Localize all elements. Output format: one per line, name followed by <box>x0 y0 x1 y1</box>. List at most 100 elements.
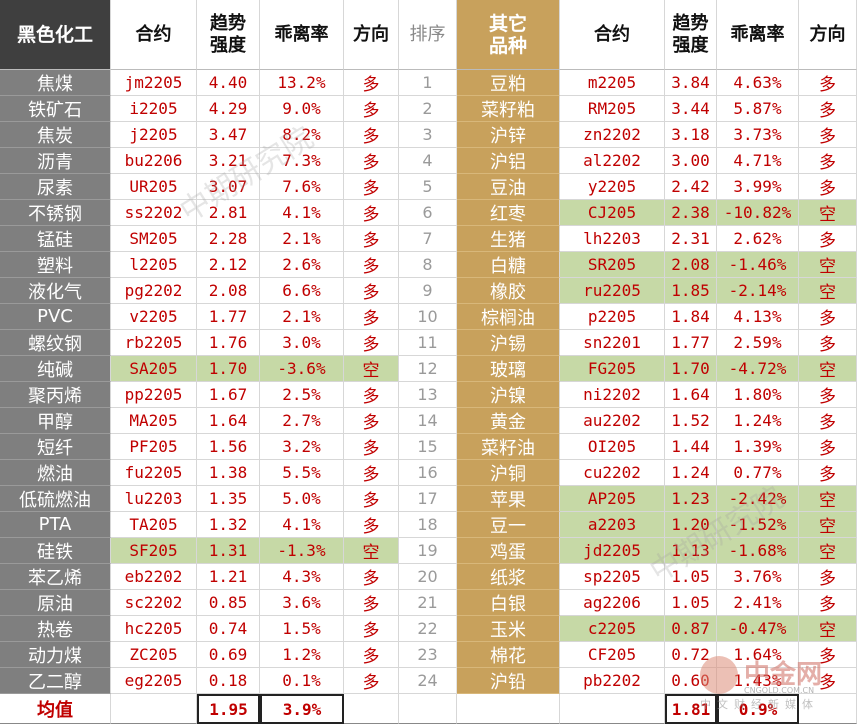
right-direction: 多 <box>799 226 857 252</box>
left-deviation-rate: -1.3% <box>260 538 344 564</box>
right-direction: 空 <box>799 356 857 382</box>
right-contract-code: au2202 <box>560 408 665 434</box>
right-trend-strength: 3.84 <box>665 70 717 96</box>
left-contract-code: pg2202 <box>111 278 197 304</box>
left-contract-code: UR205 <box>111 174 197 200</box>
footer-average-label: 均值 <box>0 694 111 724</box>
left-trend-strength: 2.12 <box>197 252 260 278</box>
left-deviation-rate: 13.2% <box>260 70 344 96</box>
left-contract-code: pp2205 <box>111 382 197 408</box>
left-trend-strength: 1.21 <box>197 564 260 590</box>
left-direction: 多 <box>344 304 399 330</box>
rank-number: 15 <box>399 434 457 460</box>
rank-number: 16 <box>399 460 457 486</box>
left-direction: 多 <box>344 174 399 200</box>
left-direction: 多 <box>344 226 399 252</box>
right-commodity-name: 沪铜 <box>457 460 560 486</box>
left-contract-code: sc2202 <box>111 590 197 616</box>
right-commodity-name: 沪锡 <box>457 330 560 356</box>
left-trend-strength: 1.32 <box>197 512 260 538</box>
left-trend-strength: 4.40 <box>197 70 260 96</box>
rank-number: 8 <box>399 252 457 278</box>
left-commodity-name: 燃油 <box>0 460 111 486</box>
right-trend-strength: 1.85 <box>665 278 717 304</box>
header-left-category: 黑色化工 <box>0 0 111 70</box>
left-deviation-rate: 5.0% <box>260 486 344 512</box>
left-trend-strength: 1.70 <box>197 356 260 382</box>
right-direction: 空 <box>799 538 857 564</box>
right-commodity-name: 鸡蛋 <box>457 538 560 564</box>
right-trend-strength: 1.05 <box>665 564 717 590</box>
right-commodity-name: 豆粕 <box>457 70 560 96</box>
right-direction: 空 <box>799 278 857 304</box>
right-deviation-rate: 2.41% <box>717 590 799 616</box>
rank-number: 5 <box>399 174 457 200</box>
left-deviation-rate: 4.3% <box>260 564 344 590</box>
right-direction: 多 <box>799 590 857 616</box>
left-trend-strength: 1.67 <box>197 382 260 408</box>
left-trend-strength: 1.35 <box>197 486 260 512</box>
left-direction: 多 <box>344 564 399 590</box>
right-direction: 多 <box>799 460 857 486</box>
left-direction: 多 <box>344 486 399 512</box>
left-commodity-name: 低硫燃油 <box>0 486 111 512</box>
right-contract-code: c2205 <box>560 616 665 642</box>
left-contract-code: j2205 <box>111 122 197 148</box>
left-deviation-rate: 8.2% <box>260 122 344 148</box>
right-direction: 多 <box>799 564 857 590</box>
left-trend-strength: 1.77 <box>197 304 260 330</box>
right-contract-code: lh2203 <box>560 226 665 252</box>
right-contract-code: al2202 <box>560 148 665 174</box>
rank-number: 9 <box>399 278 457 304</box>
left-trend-strength: 0.18 <box>197 668 260 694</box>
left-trend-strength: 2.28 <box>197 226 260 252</box>
right-trend-strength: 1.70 <box>665 356 717 382</box>
left-commodity-name: PVC <box>0 304 111 330</box>
left-trend-strength: 3.47 <box>197 122 260 148</box>
right-trend-strength: 2.42 <box>665 174 717 200</box>
right-direction: 多 <box>799 148 857 174</box>
right-direction: 多 <box>799 642 857 668</box>
header-contract: 合约 <box>111 0 197 70</box>
left-direction: 多 <box>344 96 399 122</box>
right-trend-strength: 0.87 <box>665 616 717 642</box>
left-contract-code: lu2203 <box>111 486 197 512</box>
right-commodity-name: 纸浆 <box>457 564 560 590</box>
left-commodity-name: 沥青 <box>0 148 111 174</box>
left-contract-code: SF205 <box>111 538 197 564</box>
right-commodity-name: 玉米 <box>457 616 560 642</box>
right-contract-code: m2205 <box>560 70 665 96</box>
right-contract-code: cu2202 <box>560 460 665 486</box>
left-commodity-name: 热卷 <box>0 616 111 642</box>
left-contract-code: hc2205 <box>111 616 197 642</box>
left-deviation-rate: 7.6% <box>260 174 344 200</box>
rank-number: 24 <box>399 668 457 694</box>
left-commodity-name: 聚丙烯 <box>0 382 111 408</box>
right-deviation-rate: -0.47% <box>717 616 799 642</box>
left-commodity-name: 纯碱 <box>0 356 111 382</box>
right-deviation-rate: 1.43% <box>717 668 799 694</box>
right-direction: 空 <box>799 252 857 278</box>
left-deviation-rate: 2.1% <box>260 304 344 330</box>
right-commodity-name: 沪镍 <box>457 382 560 408</box>
right-commodity-name: 豆一 <box>457 512 560 538</box>
left-commodity-name: 动力煤 <box>0 642 111 668</box>
left-direction: 多 <box>344 148 399 174</box>
left-direction: 空 <box>344 356 399 382</box>
right-deviation-rate: 1.24% <box>717 408 799 434</box>
left-commodity-name: 甲醇 <box>0 408 111 434</box>
right-deviation-rate: -1.52% <box>717 512 799 538</box>
left-commodity-name: 不锈钢 <box>0 200 111 226</box>
right-contract-code: a2203 <box>560 512 665 538</box>
right-contract-code: AP205 <box>560 486 665 512</box>
right-commodity-name: 棕榈油 <box>457 304 560 330</box>
left-deviation-rate: 3.2% <box>260 434 344 460</box>
left-trend-strength: 1.31 <box>197 538 260 564</box>
right-commodity-name: 沪铝 <box>457 148 560 174</box>
right-contract-code: ni2202 <box>560 382 665 408</box>
left-contract-code: i2205 <box>111 96 197 122</box>
left-contract-code: PF205 <box>111 434 197 460</box>
left-contract-code: jm2205 <box>111 70 197 96</box>
left-contract-code: SM205 <box>111 226 197 252</box>
footer-empty <box>111 694 197 724</box>
